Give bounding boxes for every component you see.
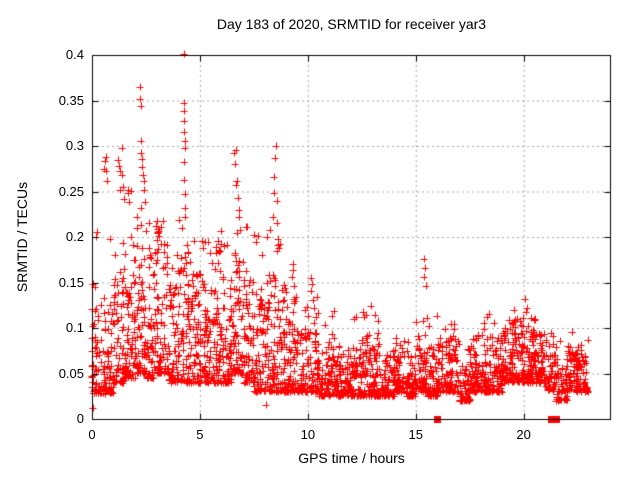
y-tick-label: 0 <box>76 411 84 426</box>
chart-title: Day 183 of 2020, SRMTID for receiver yar… <box>216 16 487 32</box>
x-tick-label: 5 <box>196 427 204 442</box>
y-tick-label: 0.35 <box>58 92 84 108</box>
y-tick-label: 0.1 <box>65 320 84 335</box>
y-tick-label: 0.25 <box>58 183 84 199</box>
x-tick-label: 15 <box>408 427 423 442</box>
x-tick-label: 10 <box>300 427 316 442</box>
y-tick-label: 0.05 <box>58 365 84 381</box>
y-tick-label: 0.3 <box>65 138 84 153</box>
x-tick-label: 0 <box>88 427 96 442</box>
y-tick-label: 0.15 <box>58 274 84 290</box>
y-tick-label: 0.2 <box>65 229 84 244</box>
y-tick-label: 0.4 <box>65 47 84 62</box>
x-axis-label: GPS time / hours <box>298 450 405 466</box>
x-tick-label: 20 <box>516 427 531 442</box>
